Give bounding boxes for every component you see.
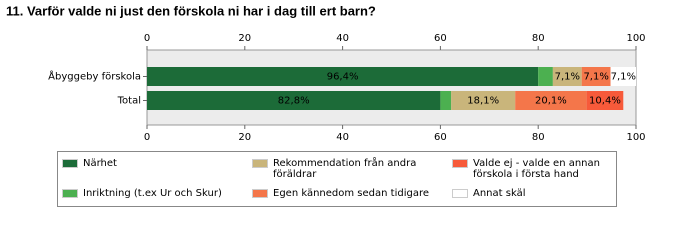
x-tick-label: 0: [144, 33, 150, 44]
x-tick-label: 100: [626, 132, 645, 143]
legend-swatch: [62, 188, 78, 198]
x-tick-label: 20: [238, 33, 251, 44]
bar-segment: [586, 91, 624, 110]
legend-item: Rekommendation från andra föräldrar: [252, 158, 452, 185]
page: {"chart_data": {"type": "stacked-bar-hor…: [6, 3, 646, 207]
bar-segment: [147, 91, 441, 110]
data-label: 82,8%: [278, 96, 310, 107]
x-tick-label: 80: [532, 132, 545, 143]
legend-swatch: [452, 159, 468, 168]
legend-swatch: [62, 159, 78, 168]
data-label: 18,1%: [467, 96, 499, 107]
legend-item: Närhet: [62, 158, 252, 185]
data-label: 7,1%: [611, 72, 636, 83]
chart: 11. Varför valde ni just den förskola ni…: [6, 3, 646, 143]
legend-item: Annat skäl: [452, 188, 622, 204]
bar-segment: [440, 91, 452, 110]
bar-segment: [451, 91, 516, 110]
legend-item: Inriktning (t.ex Ur och Skur): [62, 188, 252, 204]
legend-label: Rekommendation från andra föräldrar: [273, 158, 417, 180]
legend-item: Valde ej - valde en annan förskola i för…: [452, 158, 622, 185]
y-tick-label: Total: [117, 96, 141, 107]
data-label: 7,1%: [555, 72, 580, 83]
x-tick-label: 80: [532, 33, 545, 44]
x-tick-label: 40: [336, 132, 349, 143]
bar-segment: [147, 67, 539, 86]
data-label: 96,4%: [327, 72, 359, 83]
legend-swatch: [252, 188, 268, 198]
legend-swatch: [452, 188, 468, 198]
bar-segment: [515, 91, 587, 110]
x-tick-label: 100: [626, 33, 645, 44]
data-label: 10,4%: [589, 96, 621, 107]
data-label: 7,1%: [583, 72, 608, 83]
legend-label: Valde ej - valde en annan förskola i för…: [473, 158, 600, 180]
legend-label: Egen kännedom sedan tidigare: [273, 187, 429, 199]
legend-swatch: [252, 159, 268, 168]
x-tick-label: 60: [434, 132, 447, 143]
chart-title: 11. Varför valde ni just den förskola ni…: [6, 3, 376, 18]
bar-segment: [581, 67, 611, 86]
legend-label: Närhet: [83, 158, 117, 169]
bar-segment: [552, 67, 582, 86]
legend-label: Inriktning (t.ex Ur och Skur): [83, 187, 222, 199]
legend-item: Egen kännedom sedan tidigare: [252, 188, 452, 204]
x-tick-label: 0: [144, 132, 150, 143]
legend: Närhet Inriktning (t.ex Ur och Skur) Rekom…: [57, 151, 617, 207]
y-tick-label: Åbyggeby förskola: [48, 70, 141, 83]
legend-label: Annat skäl: [473, 187, 526, 199]
data-label: 20,1%: [535, 96, 567, 107]
bar-segment: [538, 67, 553, 86]
x-tick-label: 60: [434, 33, 447, 44]
plot-area: [146, 49, 637, 126]
x-tick-label: 40: [336, 33, 349, 44]
bar-segment: [610, 67, 636, 86]
x-tick-label: 20: [238, 132, 251, 143]
